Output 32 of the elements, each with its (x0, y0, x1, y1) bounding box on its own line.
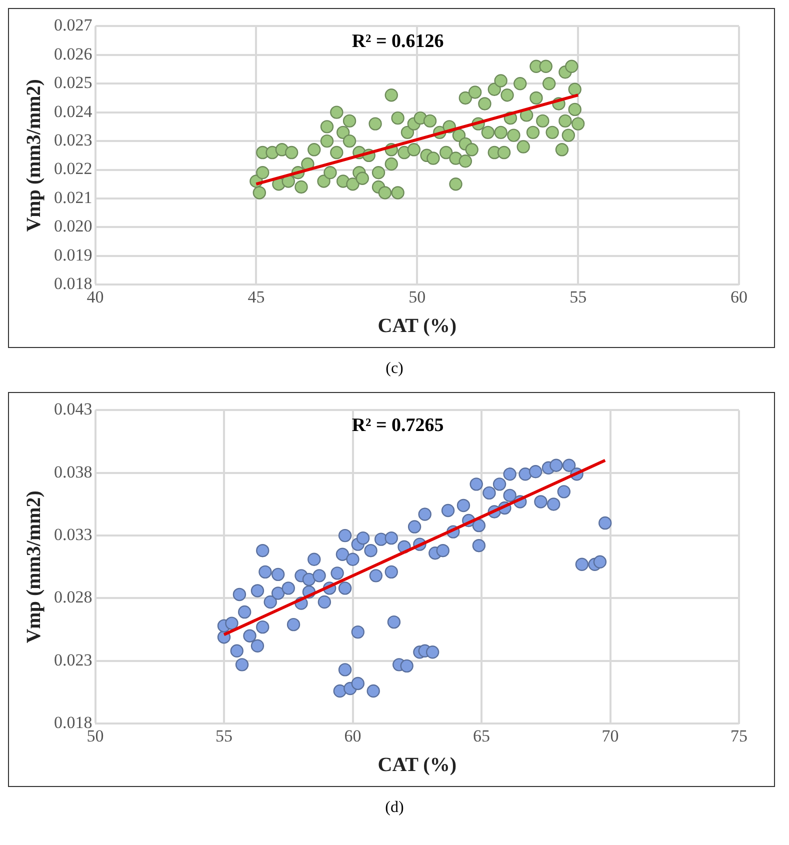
y-tick-label: 0.027 (54, 16, 93, 35)
y-tick-label: 0.023 (54, 650, 92, 670)
y-tick-label: 0.023 (54, 130, 92, 150)
y-tick-label: 0.018 (54, 274, 92, 294)
text: (c) (384, 360, 404, 378)
x-tick-label: 45 (248, 287, 265, 306)
y-tick-label: 0.022 (54, 159, 92, 178)
x-tick-label: 65 (473, 726, 490, 746)
x-tick-label: 50 (408, 287, 426, 306)
x-tick-label: 60 (344, 726, 362, 746)
x-axis-title: CAT (%) (378, 315, 456, 338)
y-axis-title: Vmp (mm3/mm2) (23, 79, 46, 232)
y-tick-label: 0.028 (54, 588, 92, 607)
annotation: R² = 0.6126 (352, 31, 444, 52)
y-tick-label: 0.033 (54, 525, 92, 544)
y-tick-label: 0.019 (54, 245, 92, 264)
y-tick-label: 0.043 (54, 400, 92, 419)
x-tick-label: 55 (216, 726, 232, 746)
y-tick-label: 0.026 (54, 44, 92, 64)
x-tick-label: 55 (570, 287, 587, 306)
y-axis-title: Vmp (mm3/mm2) (23, 490, 46, 644)
y-tick-label: 0.020 (54, 216, 92, 236)
x-axis-title: CAT (%) (378, 754, 456, 776)
x-tick-label: 70 (602, 726, 619, 746)
text: (d) (384, 799, 405, 817)
y-tick-label: 0.024 (54, 102, 93, 121)
y-tick-label: 0.038 (54, 462, 92, 482)
x-tick-label: 75 (730, 726, 748, 746)
y-tick-label: 0.025 (54, 73, 92, 92)
y-tick-label: 0.021 (54, 188, 92, 207)
annotation: R² = 0.7265 (352, 415, 444, 436)
x-tick-label: 60 (730, 287, 748, 306)
